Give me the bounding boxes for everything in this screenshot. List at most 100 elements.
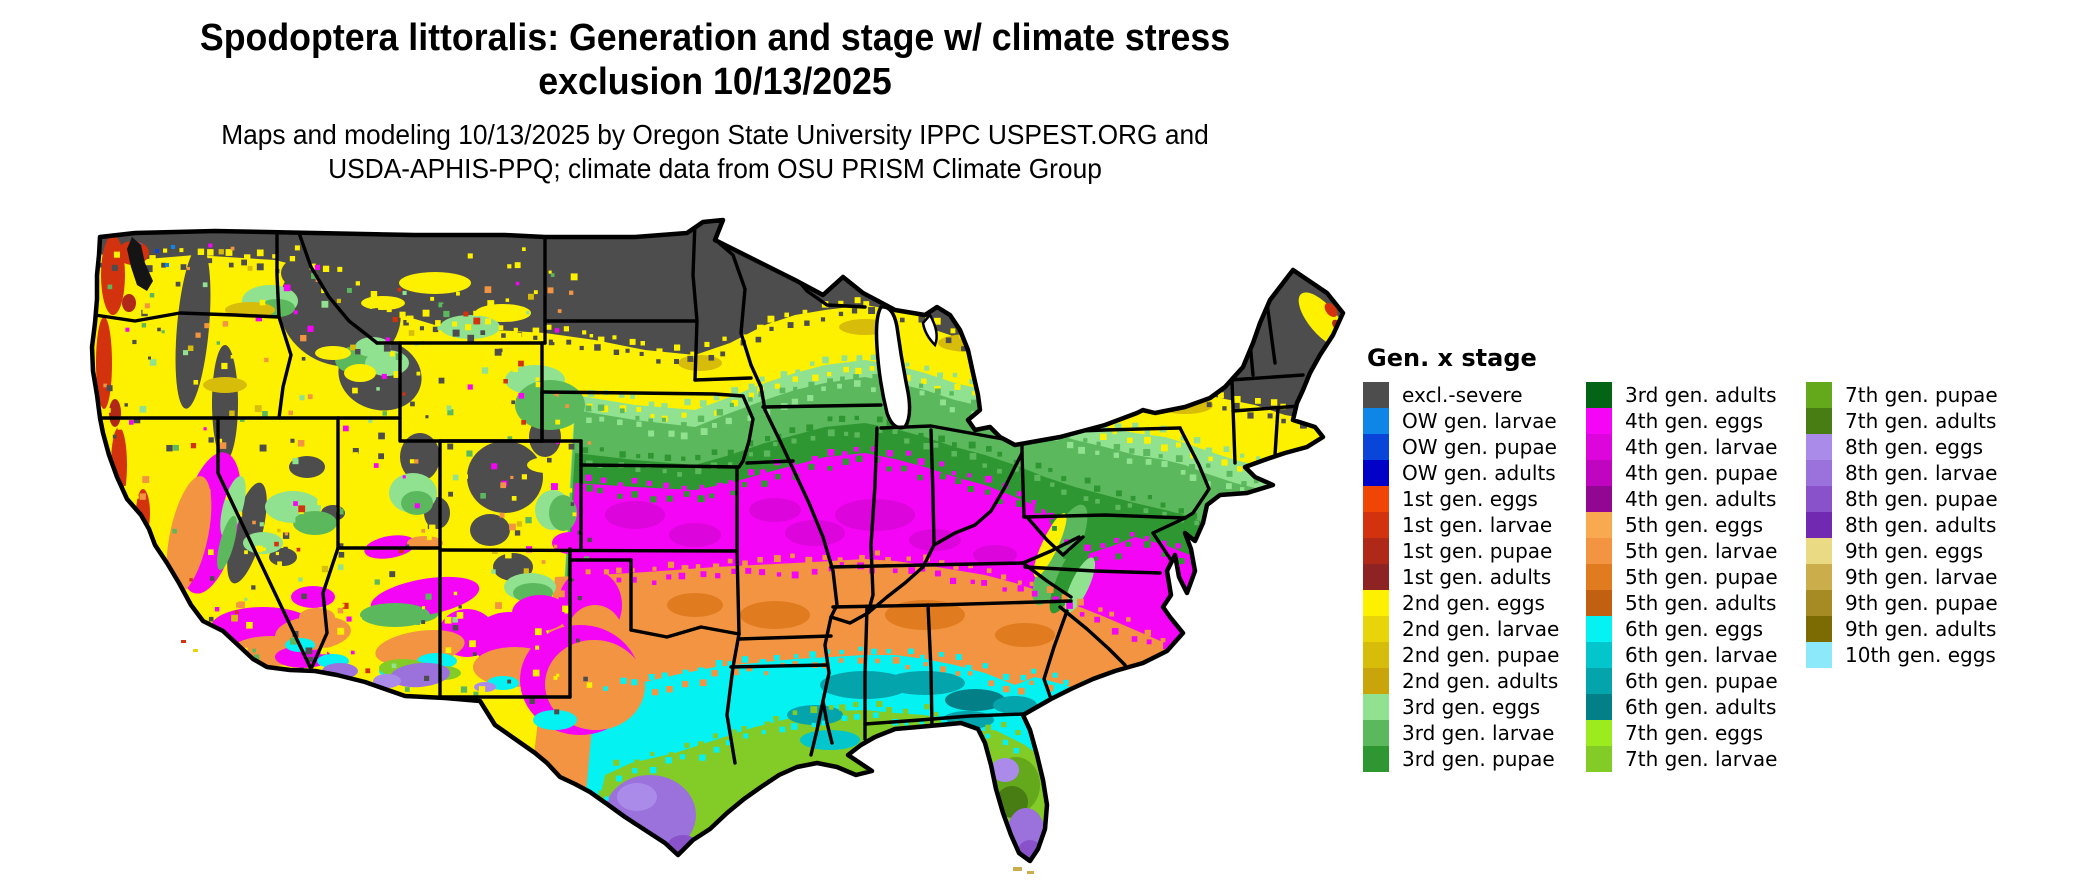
legend-item-label: 7th gen. larvae [1625,747,1778,771]
legend-color-swatch [1586,538,1612,564]
subtitle-line-2: USDA-APHIS-PPQ; climate data from OSU PR… [328,153,1102,184]
legend-color-swatch [1363,694,1389,720]
legend-item-label: OW gen. adults [1402,461,1556,485]
legend-item: 6th gen. larvae [1586,642,1806,668]
legend-item: 5th gen. adults [1586,590,1806,616]
legend-item-label: 8th gen. larvae [1845,461,1998,485]
legend-item-label: 4th gen. eggs [1625,409,1764,433]
legend-item-label: 8th gen. adults [1845,513,1997,537]
legend-color-swatch [1806,486,1832,512]
legend-item-label: 6th gen. pupae [1625,669,1778,693]
legend-item: 4th gen. eggs [1586,408,1806,434]
legend-item: 3rd gen. pupae [1363,746,1586,772]
legend-item-label: 9th gen. larvae [1845,565,1998,589]
legend-item-label: 6th gen. larvae [1625,643,1778,667]
legend-color-swatch [1586,408,1612,434]
title-line-2: exclusion 10/13/2025 [538,61,892,103]
page-subtitle: Maps and modeling 10/13/2025 by Oregon S… [43,118,1387,186]
legend-item: 6th gen. eggs [1586,616,1806,642]
legend-item: 4th gen. adults [1586,486,1806,512]
legend-item-label: 7th gen. eggs [1625,721,1764,745]
legend-item: 7th gen. larvae [1586,746,1806,772]
legend-item: 9th gen. adults [1806,616,2029,642]
legend-item: 8th gen. larvae [1806,460,2029,486]
legend-item-label: 7th gen. pupae [1845,383,1998,407]
legend-item: 10th gen. eggs [1806,642,2029,668]
legend-column-1: excl.-severe OW gen. larvae OW gen. pupae O… [1363,382,1586,772]
legend-item-label: OW gen. pupae [1402,435,1557,459]
header: Spodoptera littoralis: Generation and st… [0,0,1430,186]
legend-color-swatch [1806,434,1832,460]
legend-item: 7th gen. pupae [1806,382,2029,408]
legend-item-label: 1st gen. pupae [1402,539,1553,563]
legend-item-label: 10th gen. eggs [1845,643,1996,667]
legend-item-label: 2nd gen. eggs [1402,591,1545,615]
legend-item: 1st gen. adults [1363,564,1586,590]
legend-color-swatch [1806,642,1832,668]
title-line-1: Spodoptera littoralis: Generation and st… [199,17,1231,59]
legend-item: 5th gen. eggs [1586,512,1806,538]
legend-color-swatch [1363,538,1389,564]
legend-item-label: 5th gen. eggs [1625,513,1764,537]
legend-item-label: 3rd gen. pupae [1402,747,1555,771]
legend-color-swatch [1586,434,1612,460]
legend-title: Gen. x stage [1367,344,1537,372]
legend-item-label: 3rd gen. adults [1625,383,1777,407]
legend-color-swatch [1806,538,1832,564]
legend-color-swatch [1363,512,1389,538]
legend-color-swatch [1363,642,1389,668]
legend-color-swatch [1363,668,1389,694]
legend-item-label: 9th gen. eggs [1845,539,1984,563]
legend-item: 3rd gen. larvae [1363,720,1586,746]
legend-color-swatch [1806,408,1832,434]
legend-item-label: 8th gen. pupae [1845,487,1998,511]
page-title: Spodoptera littoralis: Generation and st… [43,16,1387,104]
legend-item: OW gen. pupae [1363,434,1586,460]
legend-item-label: 4th gen. pupae [1625,461,1778,485]
legend-color-swatch [1586,564,1612,590]
legend-item-label: 7th gen. adults [1845,409,1997,433]
legend-item: 7th gen. eggs [1586,720,1806,746]
legend-item-label: 5th gen. larvae [1625,539,1778,563]
legend-item: 2nd gen. adults [1363,668,1586,694]
legend-item: 8th gen. eggs [1806,434,2029,460]
legend-color-swatch [1363,460,1389,486]
legend-item-label: OW gen. larvae [1402,409,1557,433]
legend-item: 1st gen. larvae [1363,512,1586,538]
legend-item-label: 2nd gen. adults [1402,669,1559,693]
legend-item-label: 6th gen. adults [1625,695,1777,719]
conus-generation-stage-map [75,215,1365,890]
legend-color-swatch [1806,460,1832,486]
legend-item-label: 2nd gen. larvae [1402,617,1560,641]
legend-item: 3rd gen. adults [1586,382,1806,408]
legend-item: 2nd gen. larvae [1363,616,1586,642]
legend-color-swatch [1363,720,1389,746]
legend-color-swatch [1806,564,1832,590]
legend-columns: excl.-severe OW gen. larvae OW gen. pupae O… [1363,382,2063,772]
legend-item-label: 1st gen. eggs [1402,487,1538,511]
legend-color-swatch [1363,564,1389,590]
legend-item-label: 9th gen. pupae [1845,591,1998,615]
legend-color-swatch [1363,746,1389,772]
legend-color-swatch [1363,382,1389,408]
legend-item-label: 3rd gen. eggs [1402,695,1541,719]
legend-item: 8th gen. pupae [1806,486,2029,512]
legend-item: 1st gen. pupae [1363,538,1586,564]
legend-item: 4th gen. larvae [1586,434,1806,460]
legend-item: 2nd gen. eggs [1363,590,1586,616]
legend-item: OW gen. larvae [1363,408,1586,434]
legend-item: 6th gen. pupae [1586,668,1806,694]
legend-color-swatch [1363,434,1389,460]
legend-item: 5th gen. pupae [1586,564,1806,590]
legend-item-label: 5th gen. pupae [1625,565,1778,589]
legend-color-swatch [1586,616,1612,642]
legend-color-swatch [1806,382,1832,408]
legend-color-swatch [1363,408,1389,434]
legend-item: 7th gen. adults [1806,408,2029,434]
legend-color-swatch [1586,720,1612,746]
legend-color-swatch [1586,486,1612,512]
legend-item-label: 1st gen. adults [1402,565,1552,589]
legend-item: 9th gen. pupae [1806,590,2029,616]
legend-item: 6th gen. adults [1586,694,1806,720]
legend-item: 8th gen. adults [1806,512,2029,538]
